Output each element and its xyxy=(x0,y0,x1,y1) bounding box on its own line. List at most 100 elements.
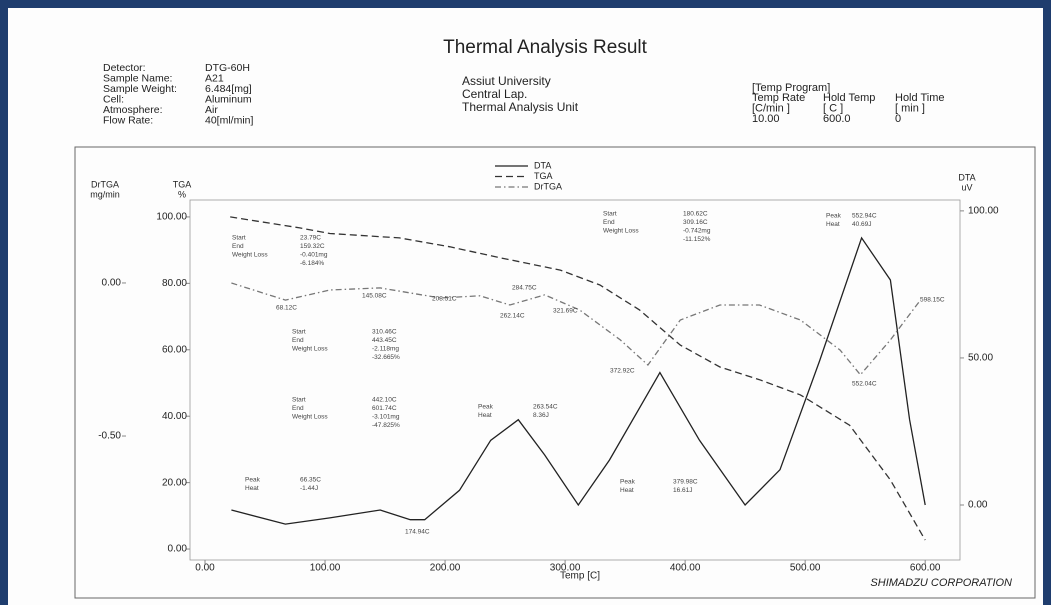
x-tick-label: 400.00 xyxy=(670,563,701,574)
legend-label: DrTGA xyxy=(534,181,562,191)
y3-tick-label: -0.50 xyxy=(98,431,121,442)
program-title: [Temp Program] xyxy=(752,82,830,94)
annotation: 310.46C xyxy=(372,329,397,336)
y-tick-label: 100.00 xyxy=(156,212,187,223)
program-cell: 0 xyxy=(895,113,901,125)
annotation: End xyxy=(292,337,304,344)
peak-label: 145.08C xyxy=(362,293,387,300)
peak-label: 598.15C xyxy=(920,297,945,304)
sample-value: A21 xyxy=(205,72,224,84)
program-cell: Hold Temp xyxy=(823,92,875,104)
program-cell: 10.00 xyxy=(752,113,780,125)
sample-value: 6.484[mg] xyxy=(205,83,252,95)
x-tick-label: 200.00 xyxy=(430,563,461,574)
annotation: -2.118mg xyxy=(372,346,399,353)
sample-value: 40[ml/min] xyxy=(205,114,254,126)
y2-tick-label: 0.00 xyxy=(968,500,988,511)
lab-line: Thermal Analysis Unit xyxy=(462,100,579,114)
x-tick-label: 0.00 xyxy=(195,563,215,574)
annotation: 23.79C xyxy=(300,235,321,242)
sample-label: Sample Weight: xyxy=(103,83,177,95)
document: Thermal Analysis Result Detector: DTG-60H… xyxy=(8,8,1043,605)
sample-label: Atmosphere: xyxy=(103,104,163,116)
y-tick-label: 60.00 xyxy=(162,344,187,355)
y2-tick-label: 100.00 xyxy=(968,206,999,217)
series-line xyxy=(231,282,921,376)
annotation: Weight Loss xyxy=(232,252,268,259)
peak-label: 208.51C xyxy=(432,296,457,303)
sample-label: Detector: xyxy=(103,62,146,74)
y2-unit: uV xyxy=(961,182,972,192)
annotation: End xyxy=(292,405,304,412)
sample-value: DTG-60H xyxy=(205,62,250,74)
annotation: End xyxy=(603,219,615,226)
sample-label: Cell: xyxy=(103,93,124,105)
y-tick-label: 0.00 xyxy=(168,544,188,555)
annotation: 8.36J xyxy=(533,412,549,419)
legend-label: TGA xyxy=(534,171,553,181)
sample-label: Flow Rate: xyxy=(103,114,153,126)
annotation: Heat xyxy=(245,485,259,492)
peak-label: 68.12C xyxy=(276,305,297,312)
annotation: 180.62C xyxy=(683,211,708,218)
program-cell: [ min ] xyxy=(895,102,925,114)
lab-line: Assiut University xyxy=(462,74,551,88)
annotation: 263.54C xyxy=(533,404,558,411)
plot-frame xyxy=(189,199,961,561)
sample-value: Aluminum xyxy=(205,93,252,105)
sample-value: Air xyxy=(205,104,218,116)
x-tick-label: 100.00 xyxy=(310,563,341,574)
program-cell: Hold Time xyxy=(895,92,945,104)
y2-tick-label: 50.00 xyxy=(968,353,993,364)
peak-label: 552.04C xyxy=(852,381,877,388)
annotation: Start xyxy=(603,211,617,218)
annotation: Heat xyxy=(478,412,492,419)
annotation: Start xyxy=(292,397,306,404)
annotation: End xyxy=(232,243,244,250)
annotation: 379.98C xyxy=(673,479,698,486)
y-tick-label: 20.00 xyxy=(162,477,187,488)
y3-title: DrTGA xyxy=(91,179,119,189)
annotation: Start xyxy=(292,329,306,336)
program-cell: Temp Rate xyxy=(752,92,805,104)
annotation: Peak xyxy=(620,479,636,486)
peak-label: 321.69C xyxy=(553,308,578,315)
annotation: -3.101mg xyxy=(372,414,400,421)
y-tick-label: 80.00 xyxy=(162,278,187,289)
annotation: Heat xyxy=(620,487,634,494)
y3-unit: mg/min xyxy=(90,189,120,199)
annotation: 443.45C xyxy=(372,337,397,344)
annotation: -0.742mg xyxy=(683,228,711,235)
annotation: 159.32C xyxy=(300,243,325,250)
y2-title: DTA xyxy=(958,172,975,182)
x-tick-label: 500.00 xyxy=(790,563,821,574)
annotation: -0.401mg xyxy=(300,252,328,259)
peak-label: 262.14C xyxy=(500,313,525,320)
program-cell: [ C ] xyxy=(823,102,843,114)
program-cell: 600.0 xyxy=(823,113,851,125)
annotation: 552.94C xyxy=(852,213,877,220)
annotation: 601.74C xyxy=(372,405,397,412)
sample-label: Sample Name: xyxy=(103,72,172,84)
lab-line: Central Lap. xyxy=(462,87,527,101)
annotation: Peak xyxy=(245,477,261,484)
annotation: 309.16C xyxy=(683,219,708,226)
annotation: -1.44J xyxy=(300,485,318,492)
annotation: -32.665% xyxy=(372,354,400,361)
x-title: Temp [C] xyxy=(560,571,600,582)
footer: SHIMADZU CORPORATION xyxy=(870,577,1012,589)
y3-tick-label: 0.00 xyxy=(102,278,122,289)
annotation: 40.69J xyxy=(852,221,872,228)
annotation: Peak xyxy=(826,213,842,220)
y-title: TGA xyxy=(173,179,192,189)
annotation: Heat xyxy=(826,221,840,228)
y-unit: % xyxy=(178,189,186,199)
annotation: 66.35C xyxy=(300,477,321,484)
x-tick-label: 600.00 xyxy=(910,563,941,574)
annotation: -47.825% xyxy=(372,422,400,429)
x-tick-label: 300.00 xyxy=(550,563,581,574)
chart-frame xyxy=(74,146,1036,599)
title: Thermal Analysis Result xyxy=(443,37,648,58)
legend-label: DTA xyxy=(534,160,551,170)
